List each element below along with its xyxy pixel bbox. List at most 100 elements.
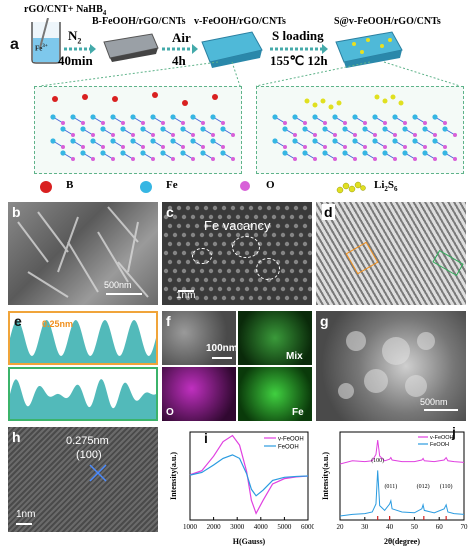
o-atom bbox=[201, 121, 205, 125]
beaker-ion: Fe3+ bbox=[35, 44, 48, 53]
o-atom bbox=[293, 157, 297, 161]
fe-atom bbox=[382, 150, 388, 156]
step3-arrow bbox=[270, 44, 328, 54]
fe-atom bbox=[292, 138, 298, 144]
fe-label: Fe bbox=[292, 407, 304, 418]
fe-atom bbox=[50, 138, 56, 144]
panel-label-c: c bbox=[166, 204, 174, 220]
o-atom bbox=[363, 121, 367, 125]
fe-atom bbox=[150, 138, 156, 144]
x-tick-label-i: 4000 bbox=[254, 523, 268, 531]
fe-atom bbox=[322, 150, 328, 156]
fe-atom bbox=[272, 114, 278, 120]
o-atom bbox=[221, 121, 225, 125]
o-atom bbox=[333, 133, 337, 137]
fe-atom bbox=[80, 150, 86, 156]
o-atom bbox=[81, 121, 85, 125]
panel-j-xrd-chart: j 20 30 40 50 60 70 2θ(degree) Intensity(a.u.) v… bbox=[318, 422, 470, 548]
fe-atom bbox=[100, 126, 106, 132]
s-atom bbox=[328, 104, 334, 110]
series-line-j bbox=[339, 439, 465, 465]
scale-g: 500nm bbox=[420, 397, 448, 407]
fe-atom bbox=[382, 126, 388, 132]
o-atom bbox=[91, 157, 95, 161]
fe-atom bbox=[200, 126, 206, 132]
o-atom bbox=[181, 121, 185, 125]
vacancy-circle-2 bbox=[232, 236, 260, 258]
fe-atom bbox=[220, 150, 226, 156]
peak-label: (100) bbox=[371, 457, 384, 464]
o-atom bbox=[61, 145, 65, 149]
fe-atom bbox=[312, 138, 318, 144]
fe-atom bbox=[210, 138, 216, 144]
product2-label: v-FeOOH/rGO/CNTs bbox=[194, 16, 286, 27]
product1-label: B-FeOOH/rGO/CNTs bbox=[92, 16, 186, 27]
legend-fe-dot bbox=[140, 181, 152, 193]
product3-foam bbox=[334, 28, 404, 68]
o-atom bbox=[131, 157, 135, 161]
panel-label-e: e bbox=[14, 313, 22, 329]
scale-h: 1nm bbox=[16, 509, 36, 520]
panel-g-sem: g 500nm bbox=[316, 311, 466, 421]
x-tick-label-i: 2000 bbox=[207, 523, 222, 531]
product2-foam bbox=[200, 28, 264, 68]
lattice-box-orange bbox=[345, 241, 379, 275]
s-atom bbox=[382, 98, 388, 104]
fe-atom bbox=[60, 126, 66, 132]
legend-b-dot bbox=[40, 181, 52, 193]
panel-label-j: j bbox=[452, 424, 456, 440]
step2-gas: Air bbox=[172, 30, 191, 45]
o-atom bbox=[171, 157, 175, 161]
y-axis-label-j: Intensity(a.u.) bbox=[321, 452, 330, 500]
fe-atom bbox=[362, 126, 368, 132]
x-axis-label-i: H(Gauss) bbox=[233, 537, 266, 546]
panel-label-a: a bbox=[10, 36, 19, 53]
fe-atom bbox=[372, 138, 378, 144]
fe-vacancy-annotation: Fe vacancy bbox=[204, 218, 271, 233]
chart-j-svg: 20 30 40 50 60 70 2θ(degree) Intensity(a.u.) v-F… bbox=[321, 431, 468, 546]
o-atom bbox=[383, 145, 387, 149]
fe-atom bbox=[332, 138, 338, 144]
step1-gas: N2 bbox=[68, 28, 82, 46]
panel-i-epr-chart: i 1000 2000 3000 4000 5000 6000 H(Gauss) Intens… bbox=[164, 422, 314, 548]
o-atom bbox=[71, 157, 75, 161]
x-tick-label-i: 5000 bbox=[277, 523, 292, 531]
step1-time: 40min bbox=[58, 53, 93, 68]
fe-atom bbox=[150, 114, 156, 120]
spacing-h-line2: (100) bbox=[76, 449, 102, 461]
o-atom bbox=[453, 157, 457, 161]
atom-legend: B Fe O Li2S6 bbox=[40, 178, 460, 196]
s-atom bbox=[312, 102, 318, 108]
scale-c: 1nm bbox=[176, 290, 196, 301]
beaker-illustration bbox=[28, 18, 64, 64]
reagent-text: rGO/CNT+ NaHB4 bbox=[24, 4, 107, 17]
fe-atom bbox=[352, 138, 358, 144]
o-atom bbox=[343, 145, 347, 149]
fe-atom bbox=[110, 114, 116, 120]
scale-bar-h bbox=[16, 523, 32, 525]
o-atom bbox=[61, 121, 65, 125]
scale-b: 500nm bbox=[104, 280, 132, 290]
profile-green bbox=[8, 367, 158, 421]
fe-atom bbox=[90, 138, 96, 144]
fe-atom bbox=[50, 114, 56, 120]
fe-atom bbox=[342, 150, 348, 156]
lattice-box-green bbox=[432, 249, 464, 277]
o-atom bbox=[171, 133, 175, 137]
o-atom bbox=[191, 157, 195, 161]
fe-atom bbox=[422, 126, 428, 132]
o-atom bbox=[151, 133, 155, 137]
fe-atom bbox=[422, 150, 428, 156]
o-atom bbox=[141, 145, 145, 149]
fe-atom bbox=[402, 126, 408, 132]
panel-d-lattice: d bbox=[316, 202, 466, 305]
fe-atom bbox=[220, 126, 226, 132]
o-label: O bbox=[166, 407, 174, 418]
o-atom bbox=[211, 133, 215, 137]
fe-atom bbox=[140, 126, 146, 132]
b-atom bbox=[152, 92, 158, 98]
fe-atom bbox=[160, 126, 166, 132]
b-atom bbox=[112, 96, 118, 102]
o-atom bbox=[423, 145, 427, 149]
panel-a: a Fe3+ rGO/CNT+ NaHB4 N2 40min B-FeOOH/r… bbox=[0, 0, 474, 200]
